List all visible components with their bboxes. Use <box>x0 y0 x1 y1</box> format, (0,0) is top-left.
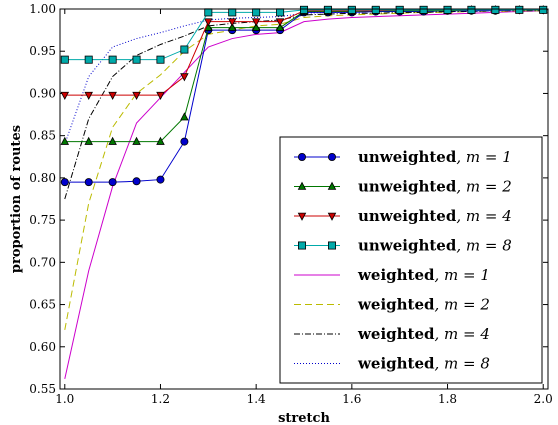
series-4 <box>64 10 544 379</box>
data-point <box>251 22 261 31</box>
y-tick-label: 0.85 <box>29 129 56 143</box>
data-point <box>108 136 117 145</box>
y-tick-labels: 0.55 0.60 0.65 0.70 0.75 0.80 0.85 0.90 0.95 1.00 <box>29 2 56 396</box>
y-tick-label: 0.90 <box>29 86 56 100</box>
data-point <box>443 5 452 14</box>
data-point <box>60 91 70 100</box>
legend-label: weighted, m = 1 <box>357 266 490 284</box>
data-point <box>297 181 307 190</box>
data-point <box>108 91 117 100</box>
legend: unweighted, m = 1 unweighted, m = 2 unweig… <box>279 136 543 384</box>
data-point <box>251 18 261 27</box>
data-point <box>323 5 332 14</box>
x-tick-label: 1.2 <box>151 392 170 406</box>
data-point <box>156 91 165 100</box>
data-point <box>275 22 285 31</box>
data-point <box>132 136 141 145</box>
legend-label: unweighted, m = 2 <box>358 178 512 196</box>
data-point <box>227 22 237 31</box>
data-point <box>204 18 213 27</box>
legend-label: weighted, m = 8 <box>357 355 490 373</box>
legend-label: weighted, m = 2 <box>357 296 490 314</box>
data-point <box>156 55 165 64</box>
data-point <box>84 55 93 64</box>
legend-entry: unweighted, m = 8 <box>294 237 512 255</box>
legend-box <box>279 136 543 384</box>
y-axis-label: proportion of routes <box>9 125 24 273</box>
data-point <box>84 91 93 100</box>
legend-entry: unweighted, m = 4 <box>294 207 512 225</box>
y-tick-label: 0.60 <box>29 340 56 354</box>
data-point <box>419 5 428 14</box>
x-tick-labels: 1.0 1.2 1.4 1.6 1.8 2.0 <box>55 392 553 406</box>
data-point <box>227 18 237 27</box>
data-point <box>347 5 356 14</box>
data-point <box>84 136 93 145</box>
data-point <box>180 137 189 146</box>
data-point <box>132 55 141 64</box>
data-point <box>299 5 308 14</box>
data-point <box>60 136 70 145</box>
data-point <box>491 5 500 14</box>
y-tick-label: 0.75 <box>29 213 56 227</box>
x-tick-label: 1.4 <box>247 392 266 406</box>
data-point <box>108 178 117 187</box>
data-point <box>180 45 189 54</box>
series-line <box>64 10 544 379</box>
data-point <box>180 112 189 121</box>
data-point <box>252 8 261 17</box>
y-tick-label: 0.65 <box>29 298 56 312</box>
data-point <box>371 5 380 14</box>
data-point <box>156 175 165 184</box>
data-point <box>327 212 337 221</box>
data-point <box>276 8 285 17</box>
legend-entry: weighted, m = 1 <box>294 266 490 284</box>
data-point <box>132 177 141 186</box>
data-point <box>156 136 165 145</box>
legend-label: weighted, m = 4 <box>357 325 490 343</box>
data-point <box>327 241 336 250</box>
data-point <box>228 8 237 17</box>
data-point <box>60 55 69 64</box>
x-tick-label: 1.6 <box>342 392 361 406</box>
x-tick-label: 2.0 <box>534 392 553 406</box>
data-point <box>297 152 306 161</box>
y-tick-label: 0.80 <box>29 171 56 185</box>
data-point <box>60 178 69 187</box>
data-point <box>108 55 117 64</box>
x-tick-label: 1.0 <box>55 392 74 406</box>
data-point <box>327 181 337 190</box>
data-point <box>297 241 306 250</box>
data-point <box>275 18 285 27</box>
data-point <box>327 152 336 161</box>
legend-entry: weighted, m = 2 <box>294 296 490 314</box>
y-tick-label: 1.00 <box>29 2 56 16</box>
data-point <box>84 178 93 187</box>
data-point <box>132 91 141 100</box>
y-tick-label: 0.70 <box>29 255 56 269</box>
data-point <box>395 5 404 14</box>
legend-entry: unweighted, m = 1 <box>294 148 512 166</box>
y-tick-label: 0.55 <box>29 382 56 396</box>
legend-entry: unweighted, m = 2 <box>294 178 512 196</box>
legend-entry: weighted, m = 8 <box>294 355 490 373</box>
data-point <box>204 8 213 17</box>
x-tick-label: 1.8 <box>438 392 457 406</box>
data-point <box>180 73 189 82</box>
legend-entry: weighted, m = 4 <box>294 325 490 343</box>
legend-label: unweighted, m = 4 <box>358 207 512 225</box>
series-3 <box>60 5 548 64</box>
legend-label: unweighted, m = 8 <box>358 237 512 255</box>
y-tick-label: 0.95 <box>29 44 56 58</box>
data-point <box>515 5 524 14</box>
data-point <box>297 212 307 221</box>
plot-frame <box>59 8 549 390</box>
legend-label: unweighted, m = 1 <box>358 148 512 166</box>
data-point <box>539 5 548 14</box>
data-point <box>467 5 476 14</box>
x-axis-label: stretch <box>278 411 330 425</box>
